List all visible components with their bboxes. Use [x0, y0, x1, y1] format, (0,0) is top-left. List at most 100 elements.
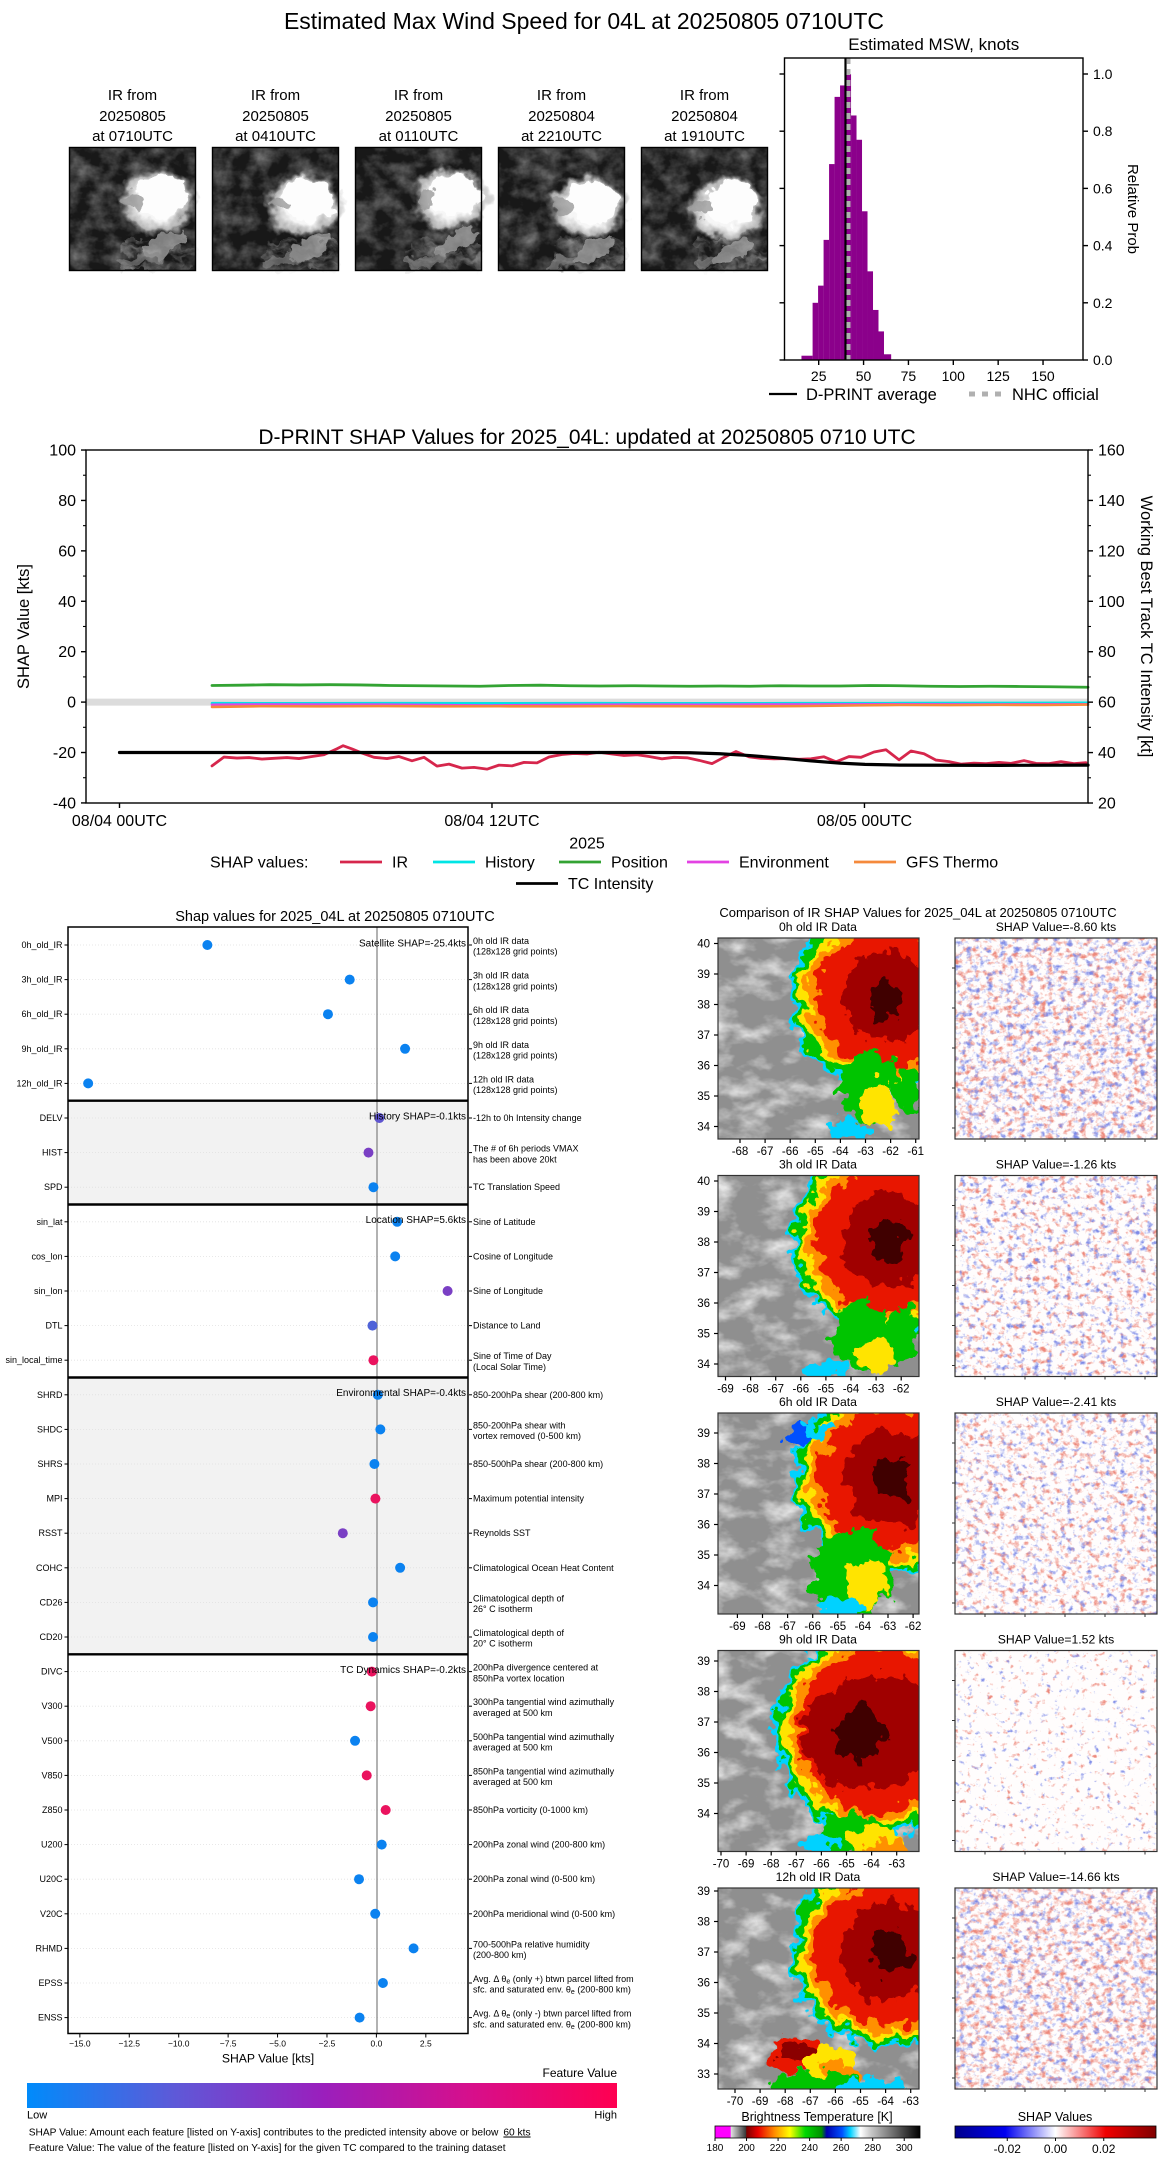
- svg-text:6h old IR Data: 6h old IR Data: [779, 1395, 857, 1409]
- svg-text:has been above 20kt: has been above 20kt: [473, 1154, 557, 1164]
- svg-text:36: 36: [697, 1520, 710, 1532]
- svg-text:V300: V300: [41, 1701, 62, 1711]
- svg-text:(128x128 grid points): (128x128 grid points): [473, 1085, 558, 1095]
- svg-text:180: 180: [707, 2143, 724, 2154]
- svg-text:200hPa zonal wind (200-800 km): 200hPa zonal wind (200-800 km): [473, 1840, 605, 1850]
- svg-text:HIST: HIST: [42, 1148, 63, 1158]
- svg-text:-68: -68: [732, 1146, 749, 1158]
- svg-text:33: 33: [697, 2069, 710, 2081]
- svg-text:Position: Position: [611, 855, 668, 872]
- svg-text:850-200hPa shear (200-800 km): 850-200hPa shear (200-800 km): [473, 1390, 603, 1400]
- svg-text:-63: -63: [857, 1146, 874, 1158]
- svg-text:(128x128 grid points): (128x128 grid points): [473, 1016, 558, 1026]
- svg-text:CD20: CD20: [39, 1632, 62, 1642]
- svg-text:IR: IR: [392, 855, 408, 872]
- svg-text:40: 40: [697, 1176, 710, 1188]
- svg-text:20° C isotherm: 20° C isotherm: [473, 1639, 533, 1649]
- svg-text:150: 150: [1031, 368, 1055, 384]
- svg-text:34: 34: [697, 1359, 710, 1371]
- svg-text:sfc. and saturated env. θe (20: sfc. and saturated env. θe (200-800 km): [473, 2019, 631, 2031]
- svg-text:36: 36: [697, 1061, 710, 1073]
- svg-text:125: 125: [986, 368, 1010, 384]
- svg-text:-63: -63: [880, 1621, 897, 1633]
- svg-text:SHRD: SHRD: [37, 1390, 63, 1400]
- svg-text:12h old IR data: 12h old IR data: [473, 1074, 534, 1084]
- svg-text:850hPa tangential wind azimuth: 850hPa tangential wind azimuthally: [473, 1766, 615, 1776]
- svg-text:Shap values for 2025_04L at 20: Shap values for 2025_04L at 20250805 071…: [175, 909, 495, 925]
- svg-text:39: 39: [697, 969, 710, 981]
- svg-text:Sine of Longitude: Sine of Longitude: [473, 1286, 543, 1296]
- svg-text:SPD: SPD: [44, 1182, 63, 1192]
- svg-text:DTL: DTL: [45, 1321, 62, 1331]
- svg-text:−12.5: −12.5: [119, 2039, 141, 2049]
- svg-text:(Local Solar Time): (Local Solar Time): [473, 1362, 546, 1372]
- svg-text:25: 25: [811, 368, 827, 384]
- svg-text:0.6: 0.6: [1093, 180, 1113, 196]
- svg-text:History SHAP=-0.1kts: History SHAP=-0.1kts: [369, 1111, 466, 1122]
- svg-text:V20C: V20C: [40, 1909, 63, 1919]
- svg-text:-65: -65: [838, 1859, 855, 1871]
- svg-text:DELV: DELV: [40, 1113, 63, 1123]
- svg-text:40: 40: [697, 939, 710, 951]
- svg-text:260: 260: [833, 2143, 850, 2154]
- svg-text:U20C: U20C: [39, 1874, 63, 1884]
- svg-text:-64: -64: [877, 2096, 894, 2108]
- svg-text:SHAP values:: SHAP values:: [210, 855, 308, 872]
- svg-text:36: 36: [697, 1978, 710, 1990]
- svg-text:vortex removed (0-500 km): vortex removed (0-500 km): [473, 1431, 581, 1441]
- svg-text:-62: -62: [905, 1621, 922, 1633]
- svg-text:SHAP Value=-2.41 kts: SHAP Value=-2.41 kts: [996, 1395, 1116, 1409]
- svg-text:-66: -66: [804, 1621, 821, 1633]
- svg-text:ENSS: ENSS: [38, 2013, 63, 2023]
- svg-text:38: 38: [697, 1459, 710, 1471]
- svg-text:-65: -65: [852, 2096, 869, 2108]
- svg-text:36: 36: [697, 1298, 710, 1310]
- svg-text:200hPa zonal wind (0-500 km): 200hPa zonal wind (0-500 km): [473, 1874, 595, 1884]
- svg-text:Location SHAP=5.6kts: Location SHAP=5.6kts: [366, 1215, 466, 1226]
- svg-text:-67: -67: [779, 1621, 796, 1633]
- svg-text:6h_old_IR: 6h_old_IR: [21, 1009, 63, 1019]
- svg-text:12h_old_IR: 12h_old_IR: [16, 1078, 63, 1088]
- svg-text:-63: -63: [902, 2096, 919, 2108]
- svg-text:−10.0: −10.0: [168, 2039, 190, 2049]
- svg-text:37: 37: [697, 1030, 710, 1042]
- svg-text:80: 80: [1098, 644, 1116, 661]
- svg-text:26° C isotherm: 26° C isotherm: [473, 1604, 533, 1614]
- svg-text:850-500hPa shear (200-800 km): 850-500hPa shear (200-800 km): [473, 1459, 603, 1469]
- svg-text:Cosine of Longitude: Cosine of Longitude: [473, 1251, 553, 1261]
- svg-text:3h_old_IR: 3h_old_IR: [21, 975, 63, 985]
- svg-text:SHAP Value=-1.26 kts: SHAP Value=-1.26 kts: [996, 1158, 1116, 1172]
- svg-text:CD26: CD26: [39, 1597, 62, 1607]
- svg-text:0h_old_IR: 0h_old_IR: [21, 940, 63, 950]
- svg-text:(128x128 grid points): (128x128 grid points): [473, 947, 558, 957]
- svg-text:TC Translation Speed: TC Translation Speed: [473, 1182, 560, 1192]
- svg-text:1.0: 1.0: [1093, 66, 1113, 82]
- svg-text:20: 20: [1098, 796, 1116, 813]
- svg-text:SHAP Value [kts]: SHAP Value [kts]: [15, 564, 33, 689]
- svg-text:Avg. Δ θe (only -) btwn parcel: Avg. Δ θe (only -) btwn parcel lifted fr…: [473, 2009, 631, 2021]
- svg-text:160: 160: [1098, 443, 1125, 460]
- svg-text:280: 280: [864, 2143, 881, 2154]
- svg-text:Climatological Ocean Heat Cont: Climatological Ocean Heat Content: [473, 1563, 614, 1573]
- svg-text:SHAP Value [kts]: SHAP Value [kts]: [222, 2052, 314, 2066]
- svg-text:-66: -66: [813, 1859, 830, 1871]
- svg-text:−7.5: −7.5: [220, 2039, 237, 2049]
- svg-text:Brightness Temperature [K]: Brightness Temperature [K]: [741, 2110, 892, 2124]
- svg-text:Low: Low: [27, 2110, 47, 2122]
- svg-text:75: 75: [901, 368, 917, 384]
- svg-text:200hPa divergence centered at: 200hPa divergence centered at: [473, 1663, 599, 1673]
- svg-text:9h_old_IR: 9h_old_IR: [21, 1044, 63, 1054]
- svg-text:08/05 00UTC: 08/05 00UTC: [817, 813, 912, 830]
- svg-text:-66: -66: [792, 1384, 809, 1396]
- svg-text:-64: -64: [832, 1146, 849, 1158]
- svg-text:100: 100: [942, 368, 966, 384]
- svg-text:-67: -67: [802, 2096, 819, 2108]
- svg-text:240: 240: [801, 2143, 818, 2154]
- svg-text:−5.0: −5.0: [269, 2039, 286, 2049]
- svg-text:-70: -70: [713, 1859, 730, 1871]
- svg-text:DIVC: DIVC: [41, 1667, 63, 1677]
- svg-text:100: 100: [49, 443, 76, 460]
- svg-text:averaged at 500 km: averaged at 500 km: [473, 1708, 553, 1718]
- svg-text:MPI: MPI: [46, 1494, 62, 1504]
- svg-text:Satellite SHAP=-25.4kts: Satellite SHAP=-25.4kts: [359, 938, 466, 949]
